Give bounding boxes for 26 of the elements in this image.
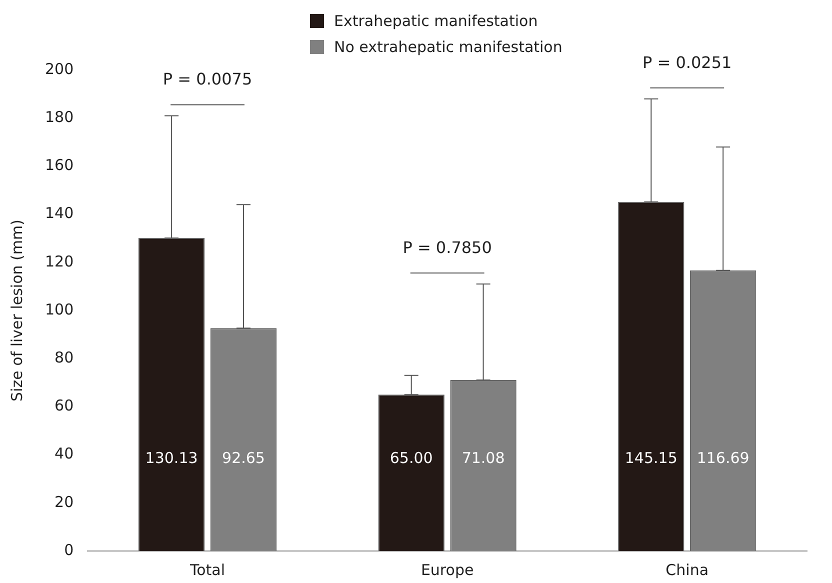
y-tick-label: 60	[54, 396, 74, 415]
x-tick-label: China	[666, 560, 709, 579]
annotation: P = 0.0075	[162, 70, 252, 89]
legend-label: Extrahepatic manifestation	[334, 12, 538, 30]
data-label: 116.69	[696, 448, 750, 467]
x-tick-label: Europe	[420, 560, 474, 579]
annotation: P = 0.7850	[402, 238, 492, 258]
x-tick-label: Total	[189, 560, 226, 579]
data-label: 130.13	[145, 448, 198, 467]
y-tick-label: 160	[44, 156, 74, 174]
legend-label: No extrahepatic manifestation	[334, 38, 562, 56]
y-axis-title: Size of liver lesion (mm)	[8, 220, 26, 402]
y-tick-label: 40	[54, 444, 74, 463]
y-tick-label: 80	[54, 348, 74, 366]
annotation: P = 0.0251	[642, 52, 732, 72]
y-tick-label: 180	[44, 108, 74, 126]
data-label: 92.65	[222, 448, 265, 467]
y-tick-label: 140	[44, 204, 74, 222]
data-label: 65.00	[390, 448, 433, 467]
y-tick-label: 100	[44, 300, 74, 318]
y-tick-label: 0	[64, 540, 74, 559]
data-label: 145.15	[624, 448, 678, 467]
data-label: 71.08	[462, 448, 505, 467]
y-tick-label: 120	[44, 252, 74, 270]
y-tick-label: 20	[54, 492, 74, 511]
y-tick-label: 200	[44, 60, 74, 78]
